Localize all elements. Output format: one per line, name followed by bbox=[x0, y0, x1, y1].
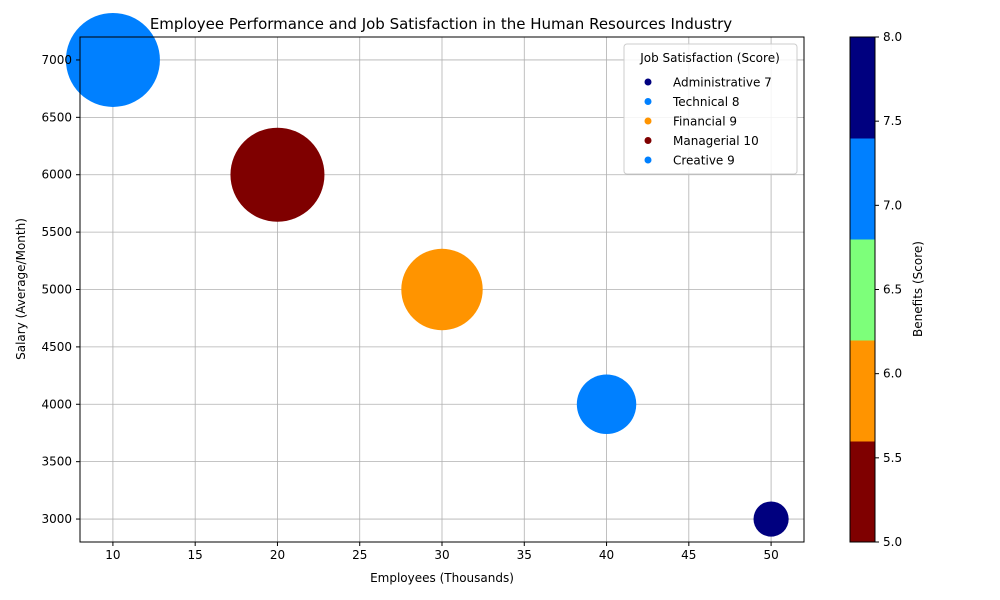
x-ticks: 10 15 20 25 30 35 40 45 50 bbox=[105, 542, 779, 562]
bubble-point bbox=[230, 127, 325, 222]
legend-items: Administrative 7 Technical 8 Financial 9 Ma… bbox=[644, 76, 772, 168]
y-tick-label: 3500 bbox=[41, 455, 72, 469]
legend-title: Job Satisfaction (Score) bbox=[639, 51, 780, 65]
colorbar-bands bbox=[850, 37, 875, 543]
colorbar-tick-label: 5.0 bbox=[883, 535, 902, 549]
x-tick-label: 20 bbox=[270, 548, 285, 562]
colorbar-band bbox=[850, 138, 875, 240]
legend-entry-label: Administrative 7 bbox=[673, 76, 772, 90]
colorbar-band bbox=[850, 37, 875, 139]
x-tick-label: 40 bbox=[599, 548, 614, 562]
legend-box bbox=[623, 43, 798, 175]
y-axis-label: Salary (Average/Month) bbox=[14, 218, 28, 360]
y-tick-label: 3000 bbox=[41, 512, 72, 526]
legend-marker bbox=[644, 117, 652, 125]
legend-marker bbox=[644, 137, 652, 144]
y-tick-label: 5500 bbox=[41, 225, 72, 239]
y-tick-label: 6500 bbox=[41, 110, 72, 124]
colorbar-label: Benefits (Score) bbox=[911, 241, 925, 337]
bubble-point bbox=[753, 501, 789, 537]
chart-title: Employee Performance and Job Satisfactio… bbox=[150, 15, 732, 33]
bubbles bbox=[65, 12, 789, 537]
bubble-point bbox=[576, 374, 637, 434]
y-ticks: 3000 3500 4000 4500 5000 5500 6000 6500 7000 bbox=[41, 53, 80, 526]
x-tick-label: 10 bbox=[105, 548, 120, 562]
colorbar-tick-label: 7.5 bbox=[883, 114, 902, 128]
colorbar-tick-label: 8.0 bbox=[883, 30, 902, 44]
legend: Job Satisfaction (Score) Administrative … bbox=[623, 43, 798, 175]
y-tick-label: 4000 bbox=[41, 397, 72, 411]
colorbar-tick-label: 6.5 bbox=[883, 283, 902, 297]
legend-entry-label: Financial 9 bbox=[673, 115, 737, 129]
bubble-point bbox=[65, 12, 160, 107]
x-tick-label: 25 bbox=[352, 548, 367, 562]
colorbar-band bbox=[850, 239, 875, 341]
legend-marker bbox=[644, 156, 652, 164]
colorbar-band bbox=[850, 441, 875, 543]
x-tick-label: 30 bbox=[434, 548, 449, 562]
y-tick-label: 6000 bbox=[41, 168, 72, 182]
y-tick-label: 5000 bbox=[41, 283, 72, 297]
colorbar-band bbox=[850, 340, 875, 442]
x-tick-label: 35 bbox=[517, 548, 532, 562]
x-tick-label: 45 bbox=[681, 548, 696, 562]
bubble-point bbox=[401, 248, 483, 331]
y-tick-label: 7000 bbox=[41, 53, 72, 67]
colorbar-tick-label: 5.5 bbox=[883, 451, 902, 465]
x-axis-label: Employees (Thousands) bbox=[370, 571, 514, 585]
colorbar: 5.0 5.5 6.0 6.5 7.0 7.5 8.0 Benefits (Score) bbox=[849, 30, 925, 549]
legend-entry-label: Creative 9 bbox=[673, 154, 735, 168]
legend-entry-label: Technical 8 bbox=[672, 95, 740, 109]
colorbar-tick-label: 6.0 bbox=[883, 367, 902, 381]
legend-marker bbox=[644, 98, 652, 105]
x-tick-label: 15 bbox=[188, 548, 203, 562]
legend-entry-label: Managerial 10 bbox=[673, 134, 759, 148]
colorbar-tick-label: 7.0 bbox=[883, 198, 902, 212]
x-tick-label: 50 bbox=[763, 548, 778, 562]
y-tick-label: 4500 bbox=[41, 340, 72, 354]
legend-marker bbox=[644, 78, 652, 86]
colorbar-ticks: 5.0 5.5 6.0 6.5 7.0 7.5 8.0 bbox=[875, 30, 902, 549]
